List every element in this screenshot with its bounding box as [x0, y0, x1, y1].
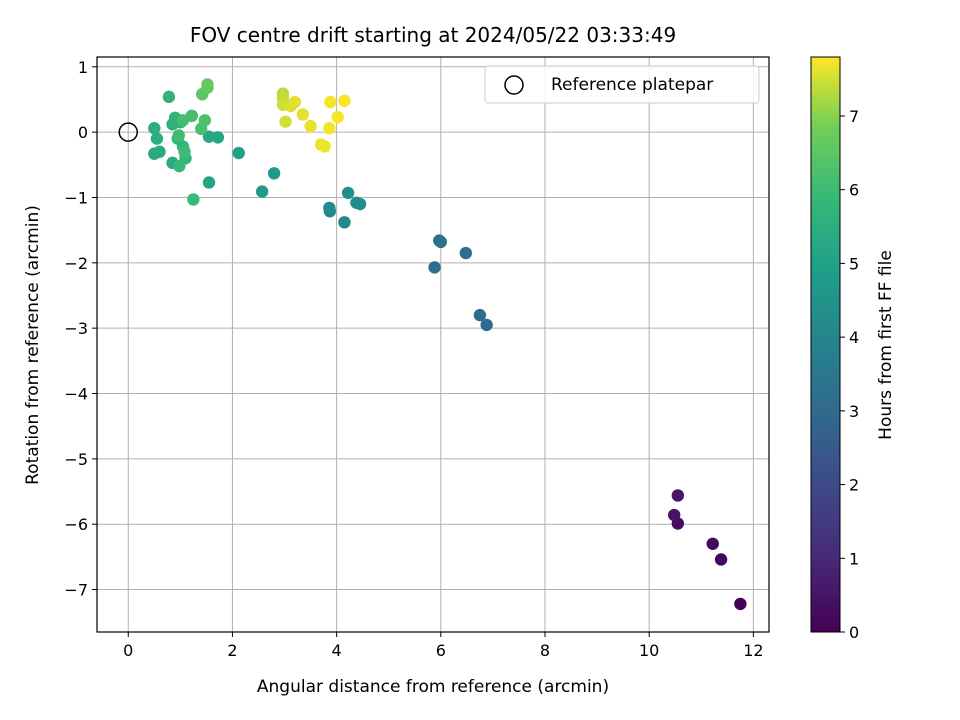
colorbar-tick-label: 4 [849, 328, 859, 347]
legend-box [484, 65, 760, 104]
reference-point-marker [118, 122, 139, 142]
y-tick-label: −7 [64, 581, 88, 600]
scatter-point [172, 129, 185, 142]
colorbar-tick-label: 0 [849, 623, 859, 642]
x-tick-label: 12 [743, 641, 763, 660]
y-tick-label: 1 [78, 58, 88, 77]
scatter-point [671, 489, 685, 502]
colorbar-label: Hours from first FF file [876, 250, 896, 440]
y-tick-label: 0 [78, 123, 88, 142]
points-layer [148, 78, 747, 611]
scatter-point [331, 110, 344, 124]
x-axis-label: Angular distance from reference (arcmin) [257, 677, 609, 697]
colorbar-tick-label: 6 [849, 181, 859, 200]
scatter-point [187, 193, 200, 206]
scatter-point [288, 95, 302, 109]
colorbar-tick-label: 3 [849, 402, 859, 421]
colorbar [810, 56, 841, 633]
legend-marker [504, 75, 524, 95]
colorbar-tick-label: 2 [849, 476, 859, 495]
y-tick-label: −6 [64, 515, 88, 534]
scatter-point [150, 132, 164, 145]
scatter-point [296, 108, 309, 121]
colorbar-ticks: 0 1 2 3 4 5 6 7 [840, 107, 859, 642]
y-tick-label: −5 [64, 450, 88, 469]
x-tick-label: 6 [436, 641, 446, 660]
scatter-point [323, 122, 336, 135]
scatter-point [428, 261, 441, 274]
scatter-point [667, 508, 681, 522]
scatter-point [324, 95, 337, 109]
x-tick-label: 10 [639, 641, 659, 660]
plot-frame [96, 56, 770, 633]
scatter-point [304, 120, 317, 133]
scatter-point [473, 308, 487, 322]
scatter-point [162, 90, 176, 104]
colorbar-tick-label: 1 [849, 549, 859, 568]
y-tick-label: −3 [64, 319, 88, 338]
scatter-point [350, 196, 363, 209]
scatter-point [323, 201, 336, 215]
scatter-point [267, 167, 281, 180]
scatter-point [706, 537, 719, 550]
scatter-point [338, 216, 351, 229]
scatter-point [318, 140, 331, 153]
scatter-point [148, 122, 161, 135]
scatter-point [714, 553, 728, 566]
y-tick-label: −4 [64, 385, 88, 404]
scatter-point [734, 597, 747, 611]
x-tick-label: 8 [540, 641, 550, 660]
y-axis-ticks: 1 0 −1 −2 −3 −4 −5 −6 −7 [64, 58, 97, 600]
y-axis-label: Rotation from reference (arcmin) [23, 205, 43, 485]
x-tick-label: 4 [332, 641, 342, 660]
scatter-point [202, 176, 216, 189]
scatter-point [173, 159, 186, 173]
scatter-point [459, 246, 473, 260]
colorbar-tick-label: 7 [849, 107, 859, 126]
scatter-point [198, 114, 212, 127]
y-tick-label: −2 [64, 254, 88, 273]
scatter-point [153, 145, 166, 158]
colorbar-tick-label: 5 [849, 254, 859, 273]
legend-entry-reference: Reference platepar [551, 75, 713, 95]
scatter-point [201, 78, 214, 91]
grid-layer [97, 57, 769, 632]
scatter-point [255, 185, 269, 198]
y-tick-label: −1 [64, 188, 88, 207]
scatter-point [211, 131, 225, 144]
scatter-point [433, 234, 446, 247]
x-tick-label: 0 [123, 641, 133, 660]
legend: Reference platepar [484, 65, 760, 104]
scatter-point [202, 130, 216, 143]
chart-title: FOV centre drift starting at 2024/05/22 … [190, 23, 676, 47]
x-axis-ticks: 0 2 4 6 8 10 12 [123, 632, 764, 660]
scatter-point [185, 109, 199, 123]
x-tick-label: 2 [227, 641, 237, 660]
scatter-point [178, 145, 191, 158]
scatter-point [480, 318, 493, 332]
scatter-point [338, 94, 351, 107]
scatter-point [232, 146, 245, 160]
scatter-point [341, 186, 355, 200]
scatter-point [279, 115, 292, 128]
